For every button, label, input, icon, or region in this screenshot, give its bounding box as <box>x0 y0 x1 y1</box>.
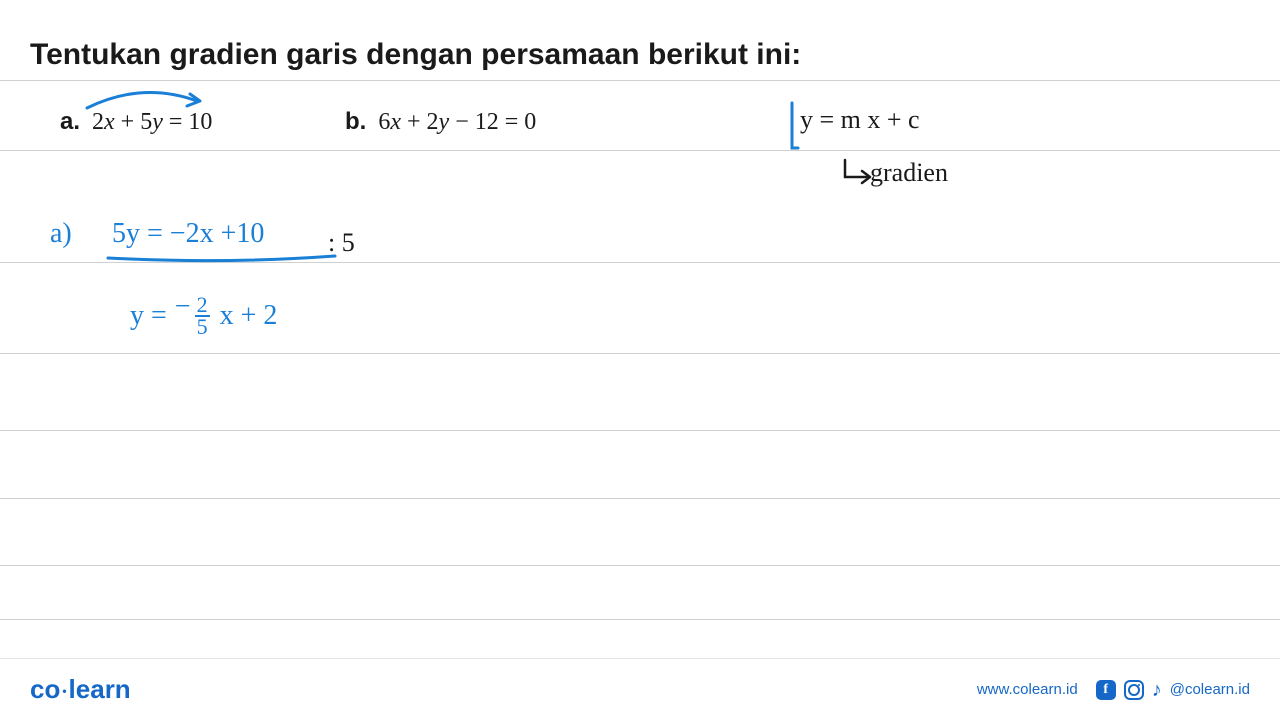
logo-part2: learn <box>69 674 131 704</box>
fraction: 2 5 <box>195 295 210 337</box>
part-a-step2: y = − 2 5 x + 2 <box>130 295 277 337</box>
part-a-step1: 5y = −2x +10 <box>112 218 264 250</box>
question-a-label: a. <box>60 108 80 136</box>
fraction-denominator: 5 <box>195 315 210 337</box>
formula-note: y = m x + c <box>800 105 920 135</box>
fraction-numerator: 2 <box>197 295 208 315</box>
step2-right: x + 2 <box>220 300 278 332</box>
underline-icon <box>105 250 340 266</box>
social-handle: @colearn.id <box>1170 681 1250 698</box>
divide-note: : 5 <box>328 228 355 258</box>
step2-left: y = <box>130 300 167 332</box>
question-b: b. 6x + 2y − 12 = 0 <box>345 108 536 136</box>
question-b-equation: 6x + 2y − 12 = 0 <box>378 109 536 136</box>
tiktok-icon[interactable]: ♪ <box>1152 680 1162 700</box>
footer: co•learn www.colearn.id f ♪ @colearn.id <box>0 658 1280 720</box>
social-links: f ♪ @colearn.id <box>1096 680 1250 700</box>
footer-url[interactable]: www.colearn.id <box>977 681 1078 698</box>
logo-part1: co <box>30 674 60 704</box>
facebook-icon[interactable]: f <box>1096 680 1116 700</box>
bracket-icon <box>780 100 800 155</box>
question-b-label: b. <box>345 108 366 136</box>
step2-neg: − <box>175 291 191 323</box>
instagram-icon[interactable] <box>1124 680 1144 700</box>
brand-logo: co•learn <box>30 674 131 705</box>
annotation-arrow-icon <box>82 86 212 116</box>
part-a-label: a) <box>50 218 72 250</box>
gradien-label: gradien <box>870 158 948 188</box>
page-title: Tentukan gradien garis dengan persamaan … <box>30 38 801 72</box>
